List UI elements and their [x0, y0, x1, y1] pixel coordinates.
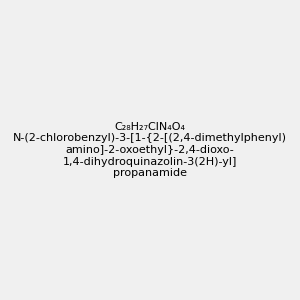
Text: C₂₈H₂₇ClN₄O₄
N-(2-chlorobenzyl)-3-[1-{2-[(2,4-dimethylphenyl)
amino]-2-oxoethyl}: C₂₈H₂₇ClN₄O₄ N-(2-chlorobenzyl)-3-[1-{2-…: [13, 122, 287, 178]
